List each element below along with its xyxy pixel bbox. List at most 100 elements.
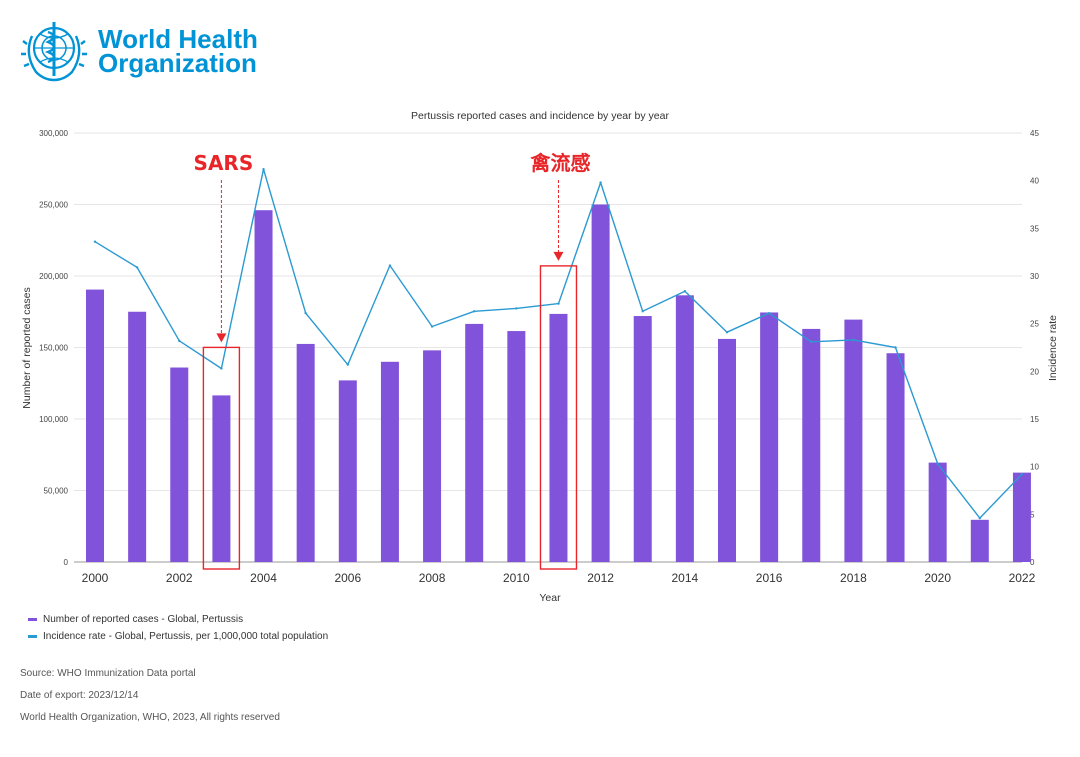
x-tick-label: 2016 xyxy=(756,571,783,585)
line-point xyxy=(93,240,97,243)
y-tick-label: 250,000 xyxy=(39,201,68,210)
y-tick-label: 0 xyxy=(64,558,69,567)
source-text: Source: WHO Immunization Data portal xyxy=(20,668,196,679)
line-point xyxy=(852,338,855,342)
bar xyxy=(254,210,273,562)
x-tick-label: 2020 xyxy=(924,571,951,585)
line-point xyxy=(599,181,602,184)
bar xyxy=(296,343,315,562)
y-axis-label: Number of reported cases xyxy=(21,287,33,408)
line-point xyxy=(936,462,939,466)
x-tick-label: 2012 xyxy=(587,571,614,585)
bar xyxy=(970,519,989,562)
y-tick-label: 200,000 xyxy=(39,272,68,281)
annotation-label: 禽流感 xyxy=(529,151,590,175)
y2-tick-label: 0 xyxy=(1030,558,1035,567)
y-tick-label: 150,000 xyxy=(39,344,68,353)
y2-tick-label: 45 xyxy=(1030,129,1039,138)
copyright-text: World Health Organization, WHO, 2023, Al… xyxy=(20,712,280,723)
legend-swatch-cases xyxy=(28,618,37,621)
brand-line1: World Health xyxy=(98,24,258,54)
line-point xyxy=(767,311,771,315)
line-point xyxy=(473,310,476,313)
highlight-box xyxy=(539,265,578,570)
y-tick-label: 50,000 xyxy=(44,487,69,496)
y2-tick-label: 20 xyxy=(1030,367,1039,376)
line-series xyxy=(93,168,1024,520)
x-tick-label: 2014 xyxy=(672,571,699,585)
bar xyxy=(212,395,231,562)
annotations: SARS 禽流感 xyxy=(194,151,590,570)
x-tick-label: 2008 xyxy=(419,571,446,585)
y-axis-right: 0 5 10 15 20 25 30 35 40 45 xyxy=(1030,129,1039,567)
y2-tick-label: 40 xyxy=(1030,177,1039,186)
bar xyxy=(760,312,779,562)
y2-tick-label: 5 xyxy=(1030,510,1035,519)
bar xyxy=(928,462,947,562)
line-point xyxy=(304,311,307,315)
x-tick-label: 2022 xyxy=(1009,571,1036,585)
line-point xyxy=(135,266,139,269)
line-point xyxy=(683,290,687,293)
who-emblem-icon: World Health Organization xyxy=(21,22,258,82)
bar xyxy=(465,323,484,562)
line-point xyxy=(641,310,644,313)
highlight-box xyxy=(202,346,241,570)
line-point xyxy=(978,516,981,520)
line-point xyxy=(557,302,560,305)
annotation-arrow-head xyxy=(553,251,564,261)
x-tick-label: 2010 xyxy=(503,571,530,585)
bar xyxy=(338,380,357,562)
bar xyxy=(591,204,610,562)
y-tick-label: 100,000 xyxy=(39,415,68,424)
bar xyxy=(170,367,189,562)
legend-label-cases: Number of reported cases - Global, Pertu… xyxy=(43,614,244,625)
line-point xyxy=(346,363,349,366)
who-logo: World Health Organization xyxy=(18,14,258,86)
annotation-label: SARS xyxy=(194,151,254,175)
bar xyxy=(1012,472,1031,562)
line-point xyxy=(430,325,434,328)
line-point xyxy=(515,307,518,310)
x-tick-label: 2018 xyxy=(840,571,867,585)
legend-item-cases[interactable]: Number of reported cases - Global, Pertu… xyxy=(28,614,243,625)
bar xyxy=(844,319,863,562)
bar xyxy=(380,361,399,562)
x-tick-label: 2000 xyxy=(82,571,109,585)
legend-swatch-incidence xyxy=(28,635,37,638)
bar xyxy=(718,338,736,562)
line-point xyxy=(894,346,897,349)
y2-tick-label: 15 xyxy=(1030,415,1039,424)
bar xyxy=(128,311,147,562)
brand-line2: Organization xyxy=(98,48,257,78)
bar xyxy=(423,350,442,562)
legend-item-incidence[interactable]: Incidence rate - Global, Pertussis, per … xyxy=(28,631,328,642)
bar-series xyxy=(86,204,1031,562)
chart-title: Pertussis reported cases and incidence b… xyxy=(411,110,669,122)
y2-axis-label: Incidence rate xyxy=(1047,315,1059,381)
line-point xyxy=(262,168,265,171)
bar xyxy=(507,331,526,562)
y2-tick-label: 25 xyxy=(1030,320,1039,329)
y-tick-label: 300,000 xyxy=(39,129,68,138)
line-point xyxy=(1020,473,1024,476)
bar xyxy=(86,289,104,562)
y-axis-left: 0 50,000 100,000 150,000 200,000 250,000 300,0… xyxy=(39,129,68,567)
annotation-arrow-head xyxy=(216,333,227,343)
y2-tick-label: 35 xyxy=(1030,224,1039,233)
legend-label-incidence: Incidence rate - Global, Pertussis, per … xyxy=(43,631,329,642)
x-tick-label: 2004 xyxy=(250,571,277,585)
bar xyxy=(886,353,905,562)
x-tick-label: 2002 xyxy=(166,571,193,585)
line-point xyxy=(388,264,392,267)
bar xyxy=(549,313,568,562)
line-point xyxy=(220,367,223,370)
x-axis: 2000 2002 2004 2006 2008 2010 2012 2014 2016 2018… xyxy=(82,571,1036,585)
bar xyxy=(633,316,652,562)
chart: Pertussis reported cases and incidence b… xyxy=(21,110,1059,604)
x-axis-label: Year xyxy=(539,592,561,604)
x-tick-label: 2006 xyxy=(334,571,361,585)
line-point xyxy=(725,331,729,334)
bar xyxy=(675,295,694,562)
y2-tick-label: 10 xyxy=(1030,463,1039,472)
